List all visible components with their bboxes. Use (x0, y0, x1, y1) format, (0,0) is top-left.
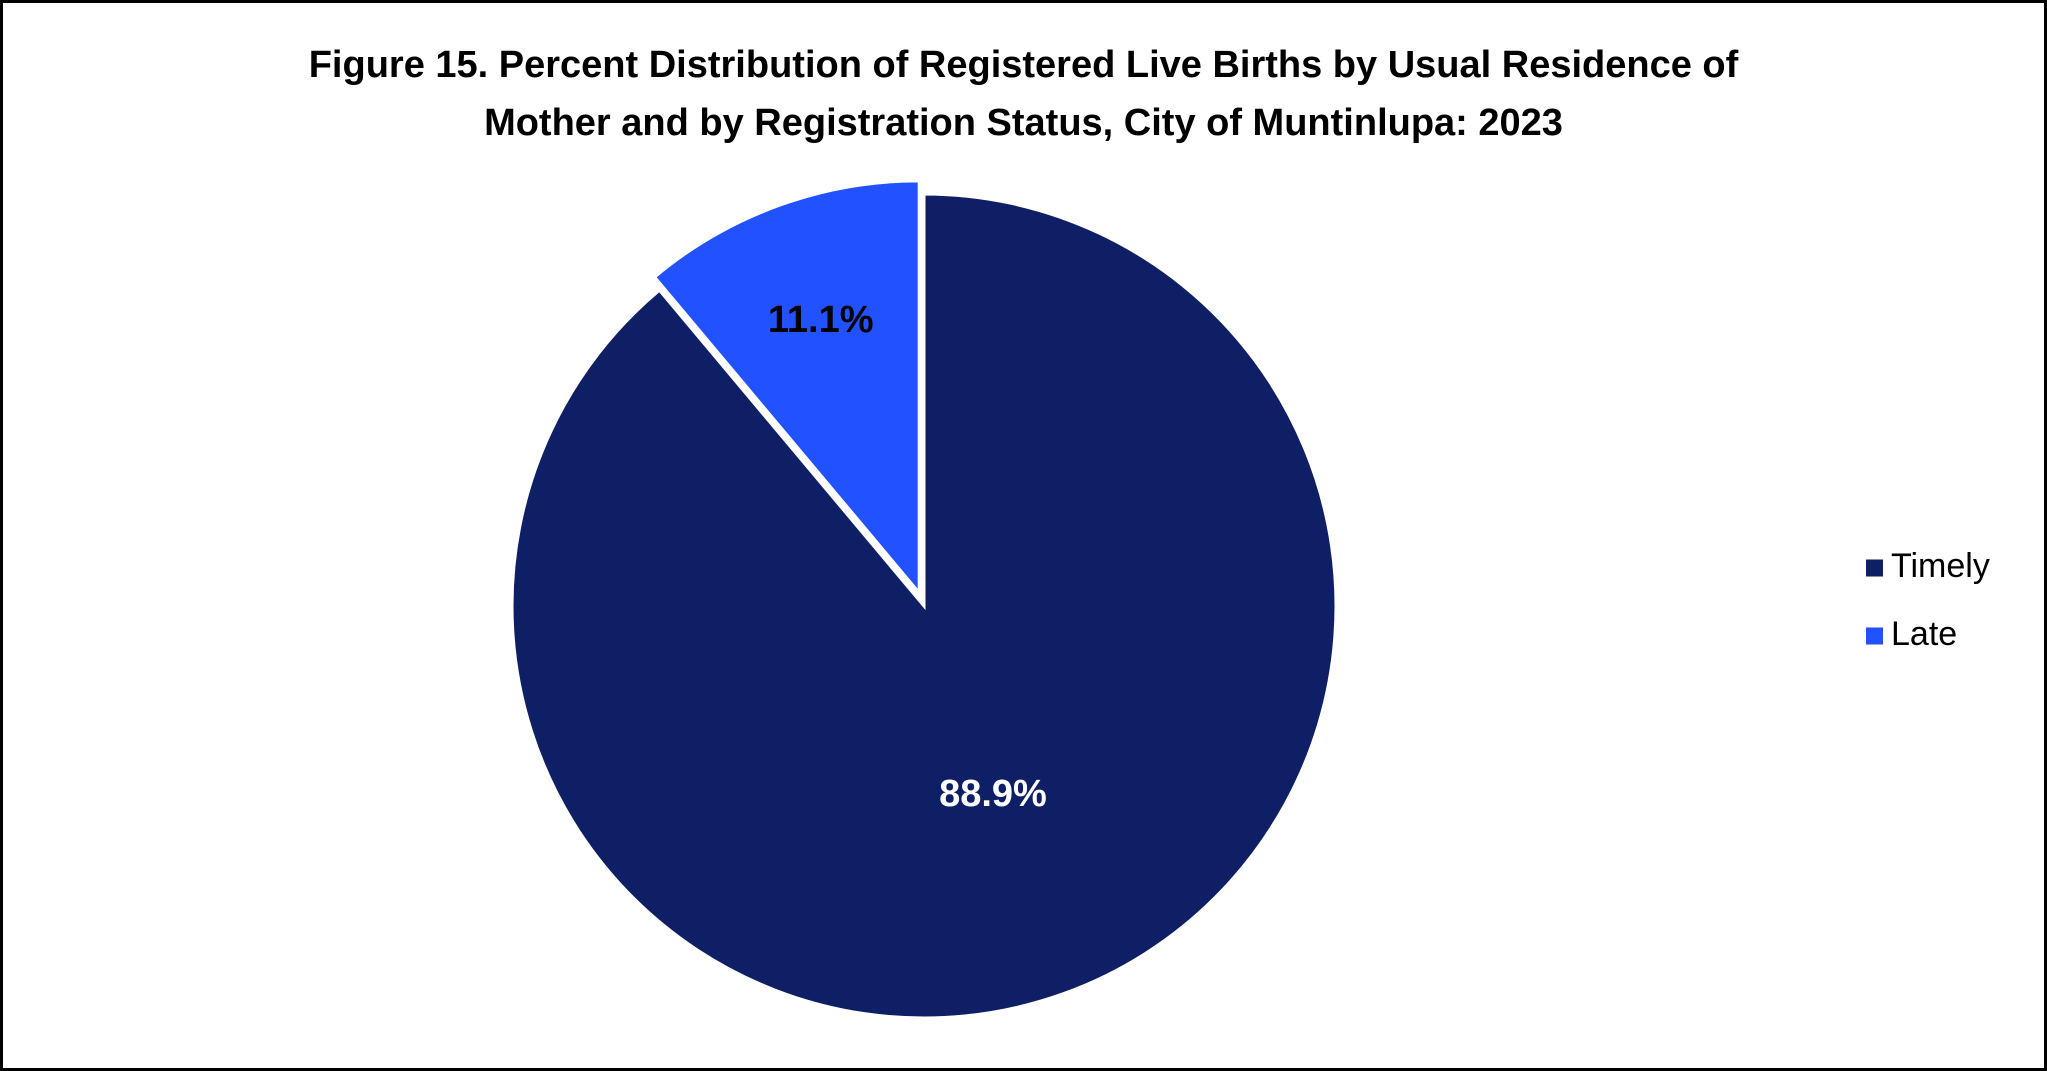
legend-swatch-late (1866, 627, 1883, 645)
pie-data-labels: 88.9% 11.1% (768, 299, 1047, 815)
data-label-late: 11.1% (768, 299, 874, 341)
pie-slice-late (652, 179, 921, 597)
legend-label-late: Late (1891, 615, 1957, 653)
chart-title-line-2: Mother and by Registration Status, City … (484, 102, 1563, 144)
data-label-timely: 88.9% (939, 773, 1047, 815)
pie-slices (510, 179, 1338, 1020)
legend: Timely Late (1866, 547, 1990, 653)
legend-label-timely: Timely (1891, 547, 1990, 585)
pie-slice-timely (510, 192, 1338, 1020)
chart-title-line-1: Figure 15. Percent Distribution of Regis… (308, 44, 1739, 86)
chart-title: Figure 15. Percent Distribution of Regis… (0, 36, 2047, 152)
legend-swatch-timely (1866, 559, 1883, 577)
